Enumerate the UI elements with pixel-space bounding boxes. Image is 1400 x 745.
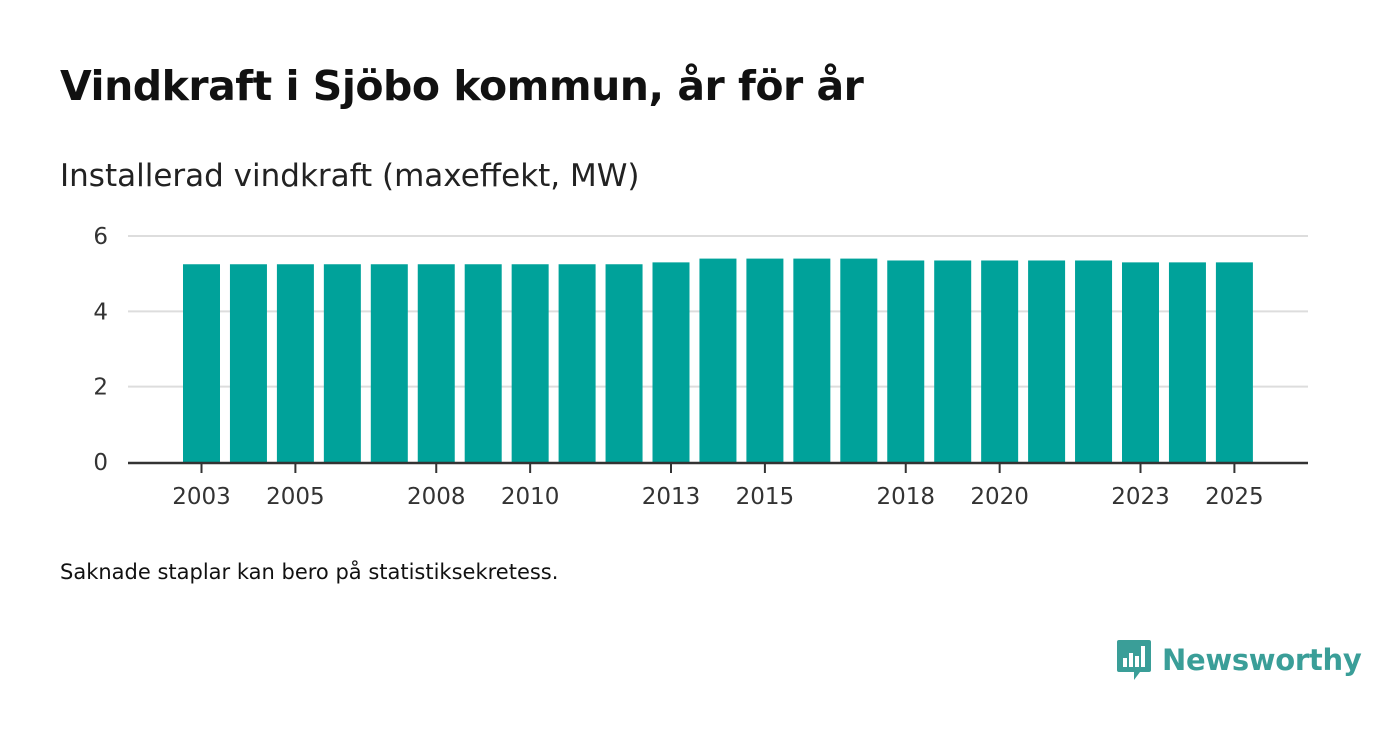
- bar: [652, 262, 690, 462]
- bar: [183, 264, 220, 462]
- bar: [934, 260, 972, 462]
- x-tick-label: 2005: [266, 484, 325, 510]
- bar: [370, 264, 408, 462]
- bar: [1122, 262, 1159, 462]
- bar: [699, 258, 737, 462]
- x-tick-label: 2018: [876, 484, 935, 510]
- bar: [840, 258, 878, 462]
- x-tick-label: 2008: [407, 484, 466, 510]
- y-tick-label: 2: [93, 375, 108, 401]
- x-tick-label: 2013: [642, 484, 701, 510]
- y-tick-label: 0: [93, 450, 108, 476]
- x-tick-label: 2020: [970, 484, 1029, 510]
- bar: [981, 260, 1019, 462]
- bar: [558, 264, 596, 462]
- bar: [793, 258, 831, 462]
- y-tick-label: 4: [93, 299, 108, 325]
- bar: [1168, 262, 1206, 462]
- bar: [1028, 260, 1066, 462]
- chart-title: Vindkraft i Sjöbo kommun, år för år: [60, 62, 864, 110]
- bar-chart: 0 2 4 6 2003 2005 2008 2010 2013 2015 2018 2020 2023…: [93, 224, 1308, 510]
- x-tick-label: 2023: [1111, 484, 1170, 510]
- newsworthy-logo-text: Newsworthy: [1162, 643, 1362, 677]
- chart-subtitle: Installerad vindkraft (maxeffekt, MW): [60, 158, 640, 194]
- x-tick-label: 2015: [736, 484, 795, 510]
- x-tick-label: 2010: [501, 484, 560, 510]
- x-tick-label: 2003: [172, 484, 231, 510]
- bar: [417, 264, 455, 462]
- bar: [605, 264, 643, 462]
- bar: [511, 264, 549, 462]
- y-tick-label: 6: [93, 224, 108, 250]
- newsworthy-logo-icon: [1117, 640, 1151, 680]
- bar: [229, 264, 267, 462]
- bar: [887, 260, 925, 462]
- bar: [1215, 262, 1253, 462]
- newsworthy-logo[interactable]: Newsworthy: [1116, 638, 1362, 682]
- footnote: Saknade staplar kan bero på statistiksek…: [60, 560, 559, 584]
- x-tick-label: 2025: [1205, 484, 1264, 510]
- bar: [464, 264, 502, 462]
- bar: [746, 258, 784, 462]
- bar: [276, 264, 314, 462]
- bar: [323, 264, 361, 462]
- bar: [1075, 260, 1113, 462]
